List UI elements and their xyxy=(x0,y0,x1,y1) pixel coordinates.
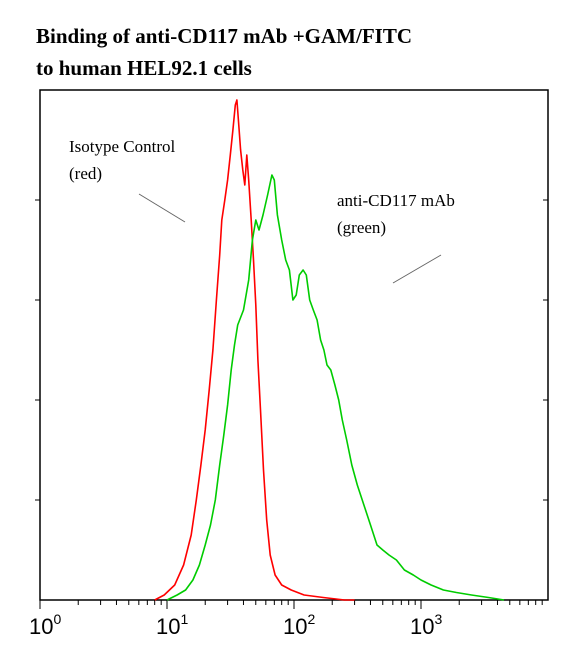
y-axis-ticks xyxy=(35,199,548,501)
anti-cd117-leader-line xyxy=(392,254,442,284)
anti-cd117-annotation-line-2: (green) xyxy=(337,218,386,237)
isotype-leader-line xyxy=(138,193,186,223)
x-tick-label-exp-2: 2 xyxy=(307,611,315,627)
x-tick-label-base-1: 10 xyxy=(156,614,180,639)
chart-title-line-2: to human HEL92.1 cells xyxy=(36,56,252,80)
x-tick-label-base-3: 10 xyxy=(410,614,434,639)
x-tick-label-exp-1: 1 xyxy=(180,611,188,627)
x-tick-label-3: 103 xyxy=(410,611,442,639)
series-line-isotype-control xyxy=(154,99,355,601)
x-tick-label-base-2: 10 xyxy=(283,614,307,639)
isotype-annotation-line-1: Isotype Control xyxy=(69,137,176,156)
plot-border xyxy=(39,89,549,601)
x-tick-label-base-0: 10 xyxy=(29,614,53,639)
x-tick-label-1: 101 xyxy=(156,611,188,639)
series-layer xyxy=(154,99,505,601)
anti-cd117-annotation-line-1: anti-CD117 mAb xyxy=(337,191,455,210)
chart-title: Binding of anti-CD117 mAb +GAM/FITC to h… xyxy=(36,20,576,84)
x-tick-label-exp-3: 3 xyxy=(434,611,442,627)
plot-frame xyxy=(39,89,549,601)
x-tick-label-0: 100 xyxy=(29,611,61,639)
x-tick-label-exp-0: 0 xyxy=(53,611,61,627)
x-axis-ticks xyxy=(39,600,543,609)
annotations: Isotype Control (red) anti-CD117 mAb (gr… xyxy=(69,137,455,284)
x-axis-tick-labels: 100 101 102 103 xyxy=(29,611,442,639)
chart-title-line-1: Binding of anti-CD117 mAb +GAM/FITC xyxy=(36,24,413,48)
isotype-annotation-line-2: (red) xyxy=(69,164,102,183)
x-tick-label-2: 102 xyxy=(283,611,315,639)
series-line-anti-cd117 xyxy=(166,174,505,601)
